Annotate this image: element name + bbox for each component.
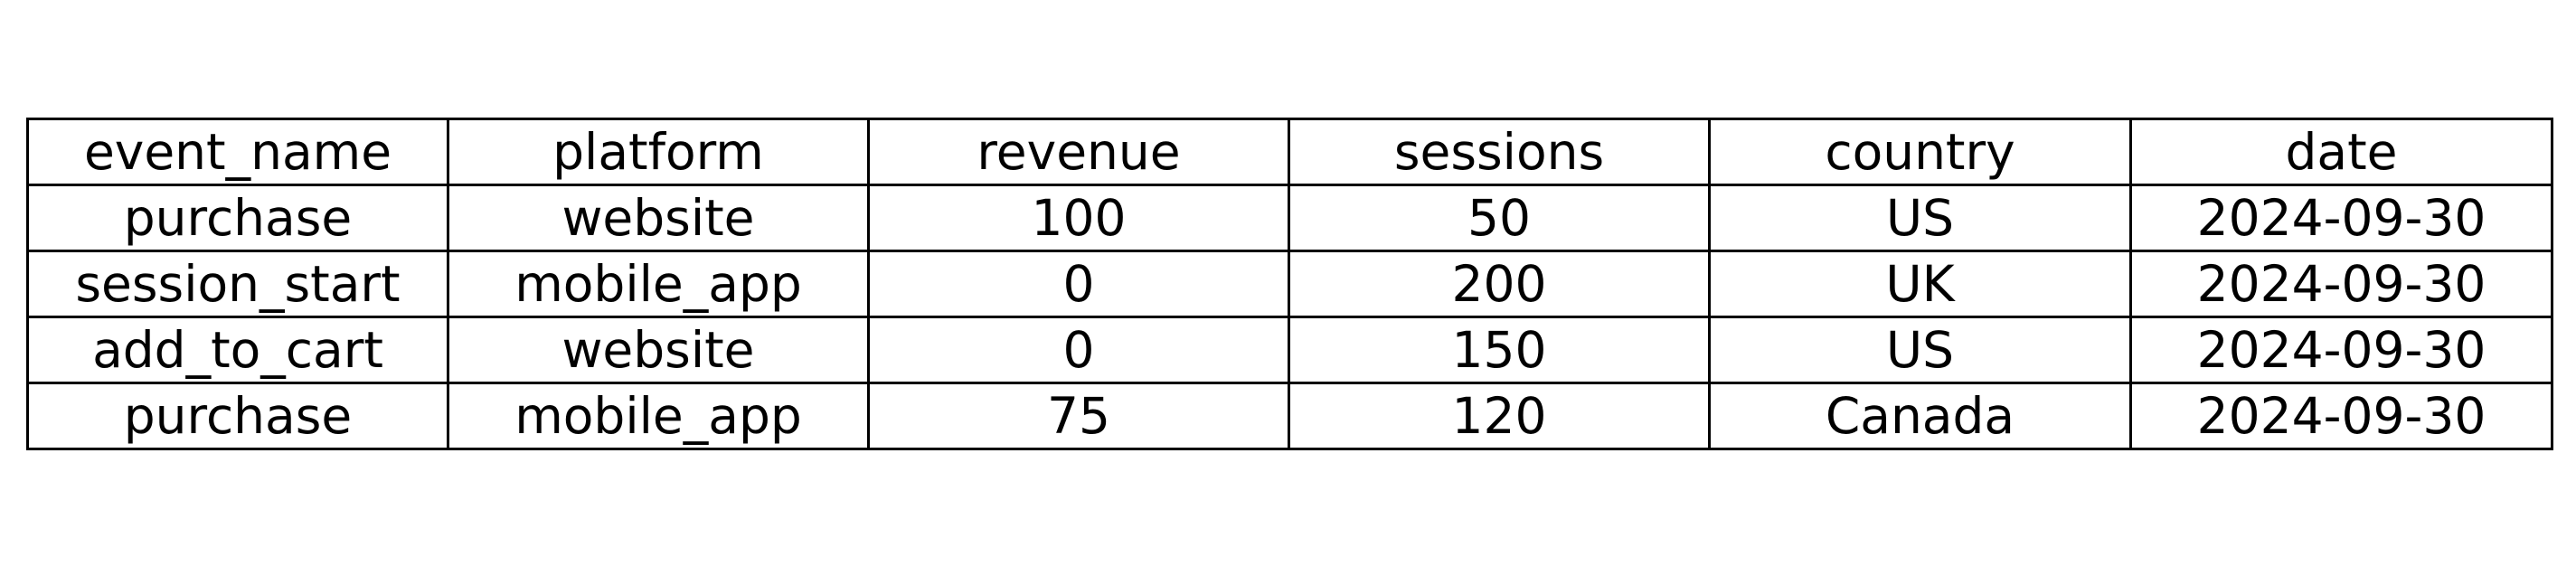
header-cell-revenue: revenue: [867, 118, 1290, 186]
table-row: purchase website 100 50 US 2024-09-30: [26, 184, 2553, 252]
header-cell-date: date: [2129, 118, 2553, 186]
table-cell: 0: [867, 316, 1290, 384]
table-cell: purchase: [26, 382, 449, 450]
table-row: session_start mobile_app 0 200 UK 2024-0…: [26, 250, 2553, 318]
table-cell: UK: [1708, 250, 2132, 318]
header-cell-event-name: event_name: [26, 118, 449, 186]
header-cell-sessions: sessions: [1288, 118, 1711, 186]
table-cell: website: [447, 316, 870, 384]
table-cell: 50: [1288, 184, 1711, 252]
table-cell: purchase: [26, 184, 449, 252]
table-cell: 2024-09-30: [2129, 316, 2553, 384]
table-row: purchase mobile_app 75 120 Canada 2024-0…: [26, 382, 2553, 450]
header-row: event_name platform revenue sessions cou…: [26, 118, 2553, 186]
table-cell: mobile_app: [447, 250, 870, 318]
table-cell: 0: [867, 250, 1290, 318]
table-cell: 2024-09-30: [2129, 184, 2553, 252]
table-cell: 2024-09-30: [2129, 382, 2553, 450]
table-cell: 100: [867, 184, 1290, 252]
table-cell: session_start: [26, 250, 449, 318]
table-cell: website: [447, 184, 870, 252]
table-cell: Canada: [1708, 382, 2132, 450]
table-cell: 150: [1288, 316, 1711, 384]
table-cell: add_to_cart: [26, 316, 449, 384]
table-cell: US: [1708, 184, 2132, 252]
header-cell-country: country: [1708, 118, 2132, 186]
table-cell: 200: [1288, 250, 1711, 318]
table-cell: 2024-09-30: [2129, 250, 2553, 318]
header-cell-platform: platform: [447, 118, 870, 186]
table-cell: US: [1708, 316, 2132, 384]
table-cell: 120: [1288, 382, 1711, 450]
table-cell: 75: [867, 382, 1290, 450]
table-row: add_to_cart website 0 150 US 2024-09-30: [26, 316, 2553, 384]
table-cell: mobile_app: [447, 382, 870, 450]
data-table: event_name platform revenue sessions cou…: [26, 118, 2553, 450]
